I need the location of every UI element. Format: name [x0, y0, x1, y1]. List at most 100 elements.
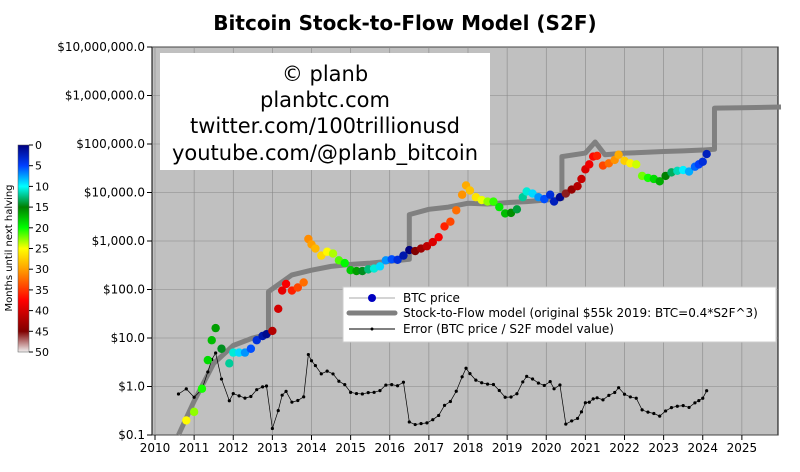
x-tick-label: 2015 [335, 441, 366, 455]
error-point [309, 359, 314, 363]
btc-price-point [189, 407, 199, 417]
y-tick-label: $10,000.0 [84, 186, 145, 200]
error-point [587, 400, 591, 404]
btc-price-point [252, 336, 261, 345]
btc-price-point [399, 251, 408, 260]
error-point [331, 372, 335, 376]
error-point [395, 384, 400, 388]
legend: BTC price Stock-to-Flow model (original … [342, 286, 777, 343]
y-tick-label: $1,000,000.0 [65, 89, 145, 103]
btc-price-point [277, 286, 287, 295]
error-point [515, 392, 519, 396]
btc-price-point [465, 186, 475, 195]
colorbar-tick-label: 40 [35, 305, 49, 318]
btc-price-point [182, 416, 191, 425]
colorbar-tick-label: 45 [35, 325, 49, 338]
error-point [530, 377, 535, 381]
error-point [693, 401, 697, 405]
error-point [521, 380, 525, 384]
btc-price-point [452, 206, 461, 215]
x-tick-label: 2020 [531, 441, 562, 455]
error-point [337, 379, 341, 383]
colorbar-tick-label: 25 [35, 243, 49, 256]
annotation-box: © planb planbtc.com twitter.com/100trill… [160, 53, 490, 170]
error-point [575, 416, 580, 421]
colorbar-tick-label: 5 [35, 160, 42, 173]
x-tick-label: 2010 [140, 441, 171, 455]
error-point [431, 418, 435, 422]
error-point [214, 351, 218, 355]
error-point [468, 372, 472, 376]
btc-price-point [268, 326, 277, 336]
y-tick-label: $0.1 [118, 428, 145, 442]
btc-price-point [512, 205, 522, 214]
error-point [360, 392, 364, 396]
error-point [552, 387, 556, 391]
s2f-model-series [176, 104, 782, 437]
error-point [579, 410, 584, 414]
error-point [343, 383, 347, 387]
btc-price-point [246, 344, 256, 353]
error-point [681, 404, 685, 408]
error-point [652, 411, 656, 416]
y-tick-label: $100,000.0 [76, 137, 145, 151]
btc-price-point [340, 258, 349, 268]
error-point [280, 393, 284, 397]
error-point [349, 390, 353, 394]
btc-price-point [352, 266, 361, 276]
btc-price-point [229, 348, 238, 357]
btc-price-point [281, 279, 291, 289]
x-tick-label: 2023 [648, 441, 679, 455]
error-point [687, 405, 691, 410]
x-tick-label: 2025 [727, 441, 758, 455]
colorbar-tick-label: 20 [35, 222, 49, 235]
error-point [372, 390, 376, 394]
x-tick-label: 2022 [609, 441, 640, 455]
error-point [634, 396, 638, 400]
btc-price-point [446, 217, 455, 226]
colorbar-tick-label: 35 [35, 284, 49, 297]
error-point [658, 414, 662, 418]
btc-price-point [549, 197, 559, 206]
btc-price-point [577, 174, 586, 184]
error-point [437, 413, 441, 418]
error-point [378, 389, 382, 393]
x-tick-label: 2013 [257, 441, 288, 455]
error-point [231, 391, 235, 396]
btc-price-point [702, 149, 711, 159]
error-point [313, 363, 318, 368]
btc-price-point [545, 190, 555, 199]
error-point [613, 390, 617, 395]
x-tick-label: 2017 [414, 441, 445, 455]
btc-price-point [225, 359, 234, 368]
error-point [509, 395, 513, 399]
error-point [413, 422, 417, 427]
btc-price-point [203, 355, 213, 365]
btc-price-point [540, 194, 549, 204]
btc-price-point [197, 384, 207, 393]
error-point [419, 421, 423, 426]
btc-price-point [211, 323, 220, 333]
error-point [264, 384, 269, 388]
btc-price-point [311, 244, 320, 253]
btc-price-point [207, 336, 216, 345]
error-point [536, 381, 541, 385]
error-point [628, 395, 632, 399]
error-point [237, 394, 241, 398]
legend-btc-price: BTC price [403, 291, 460, 305]
colorbar-tick-label: 15 [35, 201, 49, 214]
btc-price-point [561, 189, 571, 198]
error-point [474, 378, 478, 382]
error-point [480, 381, 484, 385]
error-point [640, 408, 644, 412]
error-point [384, 383, 388, 387]
error-point [503, 395, 507, 399]
error-point [525, 374, 529, 378]
btc-price-point [495, 202, 504, 212]
error-point [270, 426, 274, 431]
error-point [306, 352, 310, 357]
error-point [564, 422, 568, 426]
error-point [401, 380, 406, 384]
btc-price-point [434, 232, 443, 242]
error-point [558, 383, 562, 387]
